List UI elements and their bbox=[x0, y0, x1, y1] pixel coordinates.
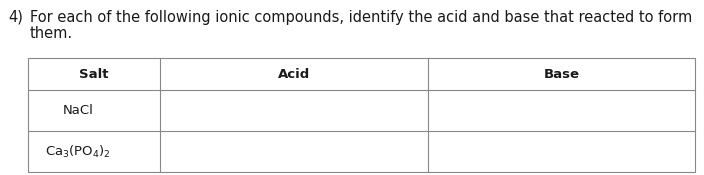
Text: them.: them. bbox=[30, 26, 73, 41]
Text: Ca$_3$(PO$_4$)$_2$: Ca$_3$(PO$_4$)$_2$ bbox=[45, 144, 111, 160]
Bar bbox=[28, 58, 695, 172]
Text: Salt: Salt bbox=[80, 68, 109, 80]
Text: Acid: Acid bbox=[277, 68, 310, 80]
Text: For each of the following ionic compounds, identify the acid and base that react: For each of the following ionic compound… bbox=[30, 10, 692, 25]
Text: NaCl: NaCl bbox=[63, 104, 94, 117]
Text: 4): 4) bbox=[8, 10, 23, 25]
Text: Base: Base bbox=[543, 68, 579, 80]
